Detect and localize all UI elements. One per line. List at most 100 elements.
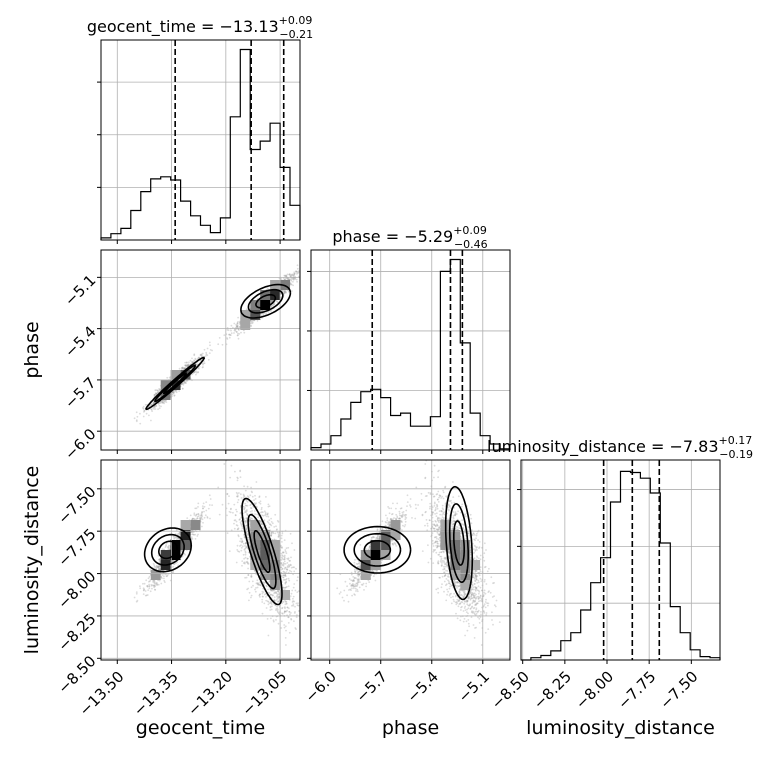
scatter-point [304,266,306,268]
scatter-point [150,419,152,422]
scatter-point [245,561,248,564]
scatter-point [157,566,160,569]
scatter-point [287,290,290,293]
scatter-point [201,505,204,507]
scatter-point [191,533,194,535]
scatter-point [267,588,269,591]
scatter-point [191,357,193,360]
scatter-point [285,274,287,277]
scatter-point [150,408,153,411]
scatter-point [197,371,199,374]
scatter-point [205,501,208,503]
scatter-point [248,522,251,524]
scatter-point [233,522,235,525]
scatter-point [235,325,238,328]
scatter-point [281,567,284,570]
scatter-point [243,507,245,510]
scatter-point [262,313,265,315]
scatter-point [248,539,251,542]
scatter-point [244,510,247,512]
scatter-point [158,388,161,390]
scatter-point [272,305,274,307]
scatter-point [274,532,277,535]
scatter-point [267,601,270,603]
scatter-point [244,520,247,522]
scatter-point [154,588,156,591]
scatter-point [156,392,158,395]
scatter-point [283,558,286,561]
scatter-point [234,519,237,521]
scatter-point [273,598,276,601]
scatter-point [161,400,164,403]
scatter-point [157,391,160,394]
scatter-point [245,517,248,520]
scatter-point [168,376,171,379]
scatter-point [289,282,292,285]
scatter-point [155,581,158,584]
scatter-point [285,566,287,569]
scatter-point [185,364,187,367]
scatter-point [275,299,278,302]
scatter-point [271,605,273,608]
scatter-point [243,536,246,539]
scatter-point [250,319,253,322]
scatter-point [291,290,293,292]
scatter-point [201,525,203,528]
scatter-point [160,400,162,403]
scatter-point [183,367,186,370]
scatter-point [196,517,199,520]
scatter-point [286,565,289,567]
scatter-point [250,507,253,510]
scatter-point [142,405,145,408]
scatter-point [296,264,299,267]
scatter-point [158,565,160,567]
scatter-point [292,278,295,281]
scatter-point [239,521,242,524]
scatter-point [250,324,252,327]
scatter-point [247,551,250,554]
scatter-point [184,361,187,364]
scatter-point [247,557,249,560]
scatter-point [245,308,248,311]
scatter-point [203,505,206,508]
scatter-point [292,278,294,281]
scatter-point [292,284,294,287]
scatter-point [196,358,199,360]
scatter-point [183,382,185,385]
scatter-point [197,533,199,536]
scatter-point [244,502,247,505]
scatter-point [286,562,289,564]
scatter-point [160,401,163,404]
scatter-point [236,493,239,495]
scatter-point [173,390,176,393]
scatter-point [273,538,276,541]
scatter-point [245,517,248,520]
scatter-point [177,537,180,540]
scatter-point [142,408,145,410]
scatter-point [236,528,239,531]
scatter-point [297,272,299,274]
scatter-point [234,514,237,517]
scatter-point [243,534,246,536]
scatter-point [230,507,232,510]
scatter-point [197,513,200,516]
scatter-point [244,547,247,550]
scatter-point [244,521,247,524]
scatter-point [270,603,273,605]
scatter-point [272,620,275,623]
scatter-point [184,364,187,367]
scatter-point [238,333,241,335]
scatter-point [280,627,283,629]
scatter-point [280,566,283,569]
scatter-point [248,518,251,521]
scatter-point [255,582,258,585]
scatter-point [198,367,200,370]
scatter-point [150,404,152,407]
scatter-point [288,565,290,568]
scatter-point [275,591,277,594]
scatter-point [159,388,161,391]
scatter-point [234,514,237,516]
scatter-point [148,414,150,417]
scatter-point [245,541,247,544]
scatter-point [242,542,245,545]
